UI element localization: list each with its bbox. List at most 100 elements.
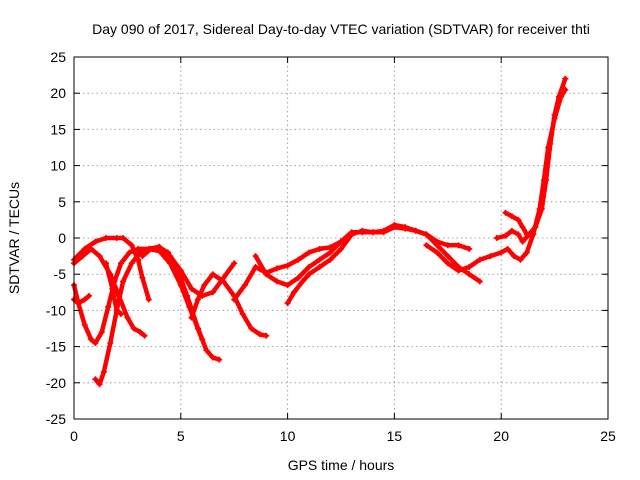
data-point: [241, 282, 248, 289]
data-point: [523, 231, 530, 238]
series-arc-14: [494, 76, 568, 244]
data-point: [455, 267, 462, 274]
data-point: [402, 224, 409, 231]
data-point: [284, 262, 291, 269]
data-point: [532, 224, 539, 231]
data-point: [316, 264, 323, 270]
data-point: [194, 296, 201, 303]
data-point: [220, 278, 227, 285]
data-point: [306, 264, 312, 270]
series-arc-7: [140, 245, 222, 362]
data-point: [444, 242, 451, 249]
data-point: [299, 278, 306, 285]
data-point: [380, 227, 387, 234]
data-point: [103, 235, 109, 241]
data-point: [252, 253, 259, 260]
data-point: [188, 285, 195, 292]
data-point: [113, 307, 120, 314]
data-point: [201, 282, 208, 289]
data-point: [252, 264, 259, 270]
data-point: [316, 256, 323, 263]
data-point: [444, 260, 451, 267]
data-point: [504, 245, 511, 252]
series-arc-4: [71, 235, 152, 302]
data-point: [203, 347, 210, 354]
data-point: [231, 296, 238, 303]
data-point: [239, 311, 246, 317]
data-point: [476, 278, 483, 285]
y-tick-label: -10: [46, 302, 66, 318]
data-point: [423, 242, 430, 249]
data-point: [147, 245, 154, 252]
data-point: [502, 209, 509, 216]
data-point: [188, 314, 195, 321]
data-point: [508, 227, 515, 234]
data-point: [538, 206, 545, 212]
data-point: [167, 253, 174, 260]
data-point: [124, 314, 131, 321]
data-point: [316, 245, 323, 252]
series-arc-9: [189, 271, 269, 338]
y-tick-label: 0: [58, 230, 66, 246]
x-tick-label: 20: [493, 428, 509, 444]
data-point: [338, 238, 344, 245]
series-arc-6: [103, 261, 124, 317]
data-point: [370, 229, 376, 236]
x-tick-label: 15: [387, 428, 403, 444]
data-point: [109, 285, 116, 292]
data-point: [502, 232, 509, 239]
data-point: [135, 245, 142, 252]
y-tick-label: -25: [46, 411, 66, 427]
data-point: [562, 75, 569, 82]
data-point: [306, 249, 312, 256]
data-point: [455, 242, 462, 249]
data-point: [284, 282, 291, 289]
data-point: [86, 292, 92, 299]
data-point: [107, 340, 114, 346]
data-point: [306, 271, 312, 278]
y-tick-label: 10: [50, 158, 66, 174]
y-tick-label: -20: [46, 375, 66, 391]
data-point: [92, 238, 99, 245]
data-point: [113, 235, 120, 241]
data-point: [338, 245, 344, 252]
data-point: [263, 332, 270, 339]
data-point: [466, 271, 473, 278]
y-tick-label: -5: [54, 266, 67, 282]
x-tick-label: 25: [600, 428, 616, 444]
data-point: [523, 249, 530, 256]
y-tick-label: -15: [46, 339, 66, 355]
series-arc-5: [71, 293, 92, 306]
data-point: [177, 267, 184, 274]
y-tick-label: 20: [50, 85, 66, 101]
data-point: [466, 245, 473, 252]
data-point: [139, 253, 146, 260]
data-point: [555, 93, 562, 100]
data-point: [92, 376, 99, 383]
data-point: [476, 256, 483, 263]
data-point: [209, 354, 216, 361]
data-point: [515, 231, 522, 238]
data-point: [126, 249, 133, 256]
data-point: [423, 231, 430, 238]
data-point: [81, 321, 88, 328]
data-point: [515, 216, 522, 223]
data-point: [498, 249, 505, 256]
x-tick-label: 10: [280, 428, 296, 444]
data-point: [96, 381, 103, 388]
data-point: [348, 231, 355, 238]
data-point: [98, 329, 105, 336]
data-point: [120, 235, 127, 241]
data-point: [466, 264, 473, 270]
data-point: [273, 265, 280, 272]
data-point: [141, 332, 148, 339]
data-point: [291, 289, 297, 296]
data-point: [263, 271, 270, 278]
data-point: [137, 329, 144, 336]
data-point: [391, 222, 398, 228]
x-tick-label: 5: [177, 428, 185, 444]
data-point: [543, 177, 550, 184]
data-point: [231, 260, 238, 267]
data-point: [81, 296, 88, 303]
